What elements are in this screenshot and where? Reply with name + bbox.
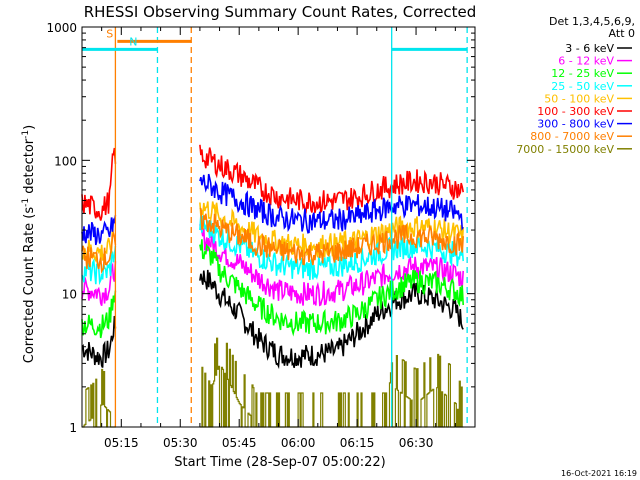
y-axis-label-part: ) <box>22 125 37 130</box>
series-100-300-kev <box>81 144 464 221</box>
y-axis-label-part: Corrected Count Rate (s <box>22 207 37 364</box>
y-tick-label: 10 <box>62 288 77 302</box>
legend-label: 50 - 100 keV <box>544 92 614 105</box>
legend-header-line: Det 1,3,4,5,6,9, <box>549 15 635 28</box>
y-axis-label-part: detector <box>22 138 37 198</box>
axes: 1 10 100 1000 05:15 05:30 05:45 06:00 06:15 06:30 <box>46 21 476 450</box>
x-tick-label: 06:30 <box>399 436 434 450</box>
y-axis-label: Corrected Count Rate (s-1 detector-1) <box>21 125 37 363</box>
y-axis-label-exp: -1 <box>21 198 31 207</box>
x-tick-label: 05:15 <box>104 436 139 450</box>
legend-header-line: Att 0 <box>609 27 635 40</box>
legend-label: 3 - 6 keV <box>565 42 614 55</box>
flag-label: S <box>106 27 113 40</box>
series-layer <box>81 144 464 428</box>
x-axis-label: Start Time (28-Sep-07 05:00:22) <box>174 455 385 470</box>
series-300-800-kev <box>81 173 464 246</box>
series-line <box>81 207 464 275</box>
y-tick-label: 100 <box>54 154 77 168</box>
x-tick-label: 05:45 <box>222 436 257 450</box>
footer-timestamp: 16-Oct-2021 16:19 <box>561 469 637 478</box>
series-line <box>81 269 464 370</box>
legend-label: 300 - 800 keV <box>537 118 614 131</box>
x-tick-label: 06:00 <box>281 436 316 450</box>
series-12-25-kev <box>81 239 464 339</box>
legend-label: 25 - 50 keV <box>551 80 614 93</box>
flag-label: N <box>129 35 137 48</box>
series-800-7000-kev <box>81 207 464 275</box>
x-tick-label: 06:15 <box>340 436 375 450</box>
y-tick-label: 1 <box>69 421 77 435</box>
legend-label: 7000 - 15000 keV <box>516 143 614 156</box>
flag-layer: SN <box>82 27 468 427</box>
y-tick-label: 1000 <box>46 21 77 35</box>
series-line <box>81 239 464 339</box>
y-axis-label-exp: -1 <box>21 130 31 139</box>
x-tick-label: 05:30 <box>163 436 198 450</box>
legend-label: 100 - 300 keV <box>537 105 614 118</box>
legend-label: 6 - 12 keV <box>558 55 614 68</box>
legend-label: 800 - 7000 keV <box>530 130 614 143</box>
legend-header: Det 1,3,4,5,6,9, Att 0 <box>549 15 635 40</box>
series-line <box>81 144 464 221</box>
chart-title: RHESSI Observing Summary Count Rates, Co… <box>84 3 477 21</box>
series-3-6-kev <box>81 269 464 370</box>
legend-label: 12 - 25 keV <box>551 67 614 80</box>
series-line <box>81 173 464 246</box>
